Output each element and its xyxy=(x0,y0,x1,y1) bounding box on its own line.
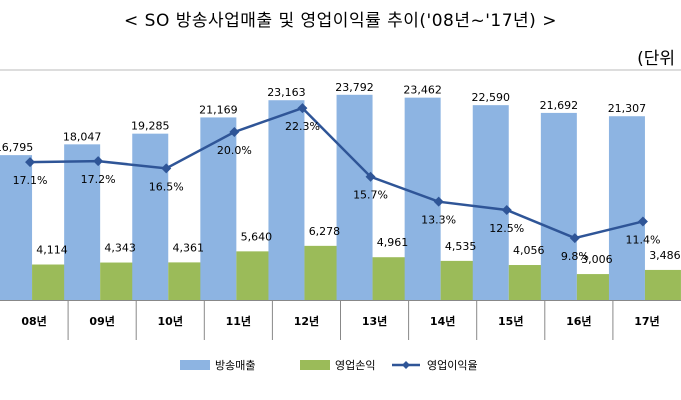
legend-swatch xyxy=(300,360,330,370)
profit-data-label: 4,961 xyxy=(377,236,409,249)
profit-data-label: 4,535 xyxy=(445,240,477,253)
x-tick-label: 13년 xyxy=(362,314,387,328)
legend-label: 영업손익 xyxy=(335,359,375,372)
profit-data-label: 4,361 xyxy=(173,241,205,254)
revenue-data-label: 21,307 xyxy=(608,102,647,115)
unit-label: (단위 xyxy=(637,49,675,69)
revenue-data-label: 19,285 xyxy=(131,120,170,133)
margin-point xyxy=(433,196,444,207)
margin-data-label: 20.0% xyxy=(217,144,252,157)
margin-point xyxy=(637,216,648,227)
revenue-bar xyxy=(404,97,441,300)
bar-layer xyxy=(0,94,681,301)
profit-bar xyxy=(168,262,205,300)
revenue-bar xyxy=(64,144,101,300)
profit-data-label: 3,006 xyxy=(581,253,613,266)
profit-bar xyxy=(304,245,341,300)
margin-data-label: 17.1% xyxy=(13,174,48,187)
revenue-bar xyxy=(132,133,169,300)
legend-marker xyxy=(402,361,410,369)
margin-data-label: 15.7% xyxy=(353,189,388,202)
x-axis: 08년 09년 10년 11년 12년 13년 14년 15년 16년 17년 xyxy=(0,69,681,340)
profit-bar xyxy=(372,257,409,300)
margin-data-label: 9.8% xyxy=(561,250,589,263)
margin-data-label: 11.4% xyxy=(625,233,660,246)
margin-data-label: 17.2% xyxy=(81,173,116,186)
margin-point xyxy=(93,156,104,167)
margin-point xyxy=(501,205,512,215)
margin-point xyxy=(569,233,580,244)
legend-label: 영업이익율 xyxy=(427,359,478,372)
line-layer xyxy=(25,103,648,244)
margin-point xyxy=(25,157,36,168)
revenue-data-label: 23,462 xyxy=(403,84,442,97)
revenue-bar xyxy=(336,94,373,300)
revenue-bar xyxy=(540,112,577,301)
profit-bar xyxy=(32,264,69,300)
profit-data-label: 4,114 xyxy=(36,244,68,257)
margin-point xyxy=(161,163,172,174)
revenue-data-label: 21,169 xyxy=(199,103,238,116)
revenue-data-label: 18,047 xyxy=(63,130,102,143)
revenue-data-label: 22,590 xyxy=(472,91,511,104)
x-tick-label: 11년 xyxy=(226,314,251,328)
revenue-bar xyxy=(0,155,33,300)
revenue-bar xyxy=(608,116,645,300)
legend-label: 방송매출 xyxy=(215,359,255,372)
margin-data-label: 22.3% xyxy=(285,120,320,133)
chart-title: < SO 방송사업매출 및 영업이익률 추이('08년~'17년) > xyxy=(124,11,557,31)
x-tick-label: 14년 xyxy=(430,314,455,328)
revenue-bar xyxy=(472,105,509,300)
revenue-data-label: 23,163 xyxy=(267,86,306,99)
x-tick-label: 09년 xyxy=(89,314,114,328)
profit-bar xyxy=(236,251,273,300)
x-tick-label: 12년 xyxy=(294,314,319,328)
x-tick-label: 16년 xyxy=(566,314,591,328)
profit-data-label: 6,278 xyxy=(309,225,341,238)
legend-swatch xyxy=(180,360,210,370)
profit-bar xyxy=(508,265,545,300)
x-tick-label: 10년 xyxy=(158,314,183,328)
x-tick-label: 15년 xyxy=(498,314,523,328)
profit-data-label: 3,486 xyxy=(649,249,681,262)
margin-point xyxy=(229,127,240,137)
revenue-data-label: 23,792 xyxy=(335,81,374,94)
x-tick-label: 17년 xyxy=(634,314,659,328)
legend: 방송매출 영업손익 영업이익율 xyxy=(180,359,478,372)
profit-bar xyxy=(576,274,613,300)
margin-data-label: 12.5% xyxy=(489,222,524,235)
revenue-bar xyxy=(268,100,305,301)
margin-point xyxy=(365,171,376,182)
margin-data-label: 16.5% xyxy=(149,180,184,193)
revenue-data-label: 21,692 xyxy=(540,99,579,112)
margin-data-label: 13.3% xyxy=(421,214,456,227)
profit-data-label: 4,343 xyxy=(104,242,136,255)
profit-bar xyxy=(440,260,477,300)
margin-line xyxy=(30,106,644,240)
profit-bar xyxy=(644,269,681,300)
profit-bar xyxy=(100,262,137,300)
margin-point xyxy=(297,103,308,114)
label-layer: 16,795 4,114 18,047 4,343 19,285 4,361 21,169 5… xyxy=(0,81,681,266)
revenue-data-label: 16,795 xyxy=(0,141,33,154)
profit-data-label: 5,640 xyxy=(241,230,273,243)
x-tick-label: 08년 xyxy=(21,314,46,328)
profit-data-label: 4,056 xyxy=(513,244,545,257)
